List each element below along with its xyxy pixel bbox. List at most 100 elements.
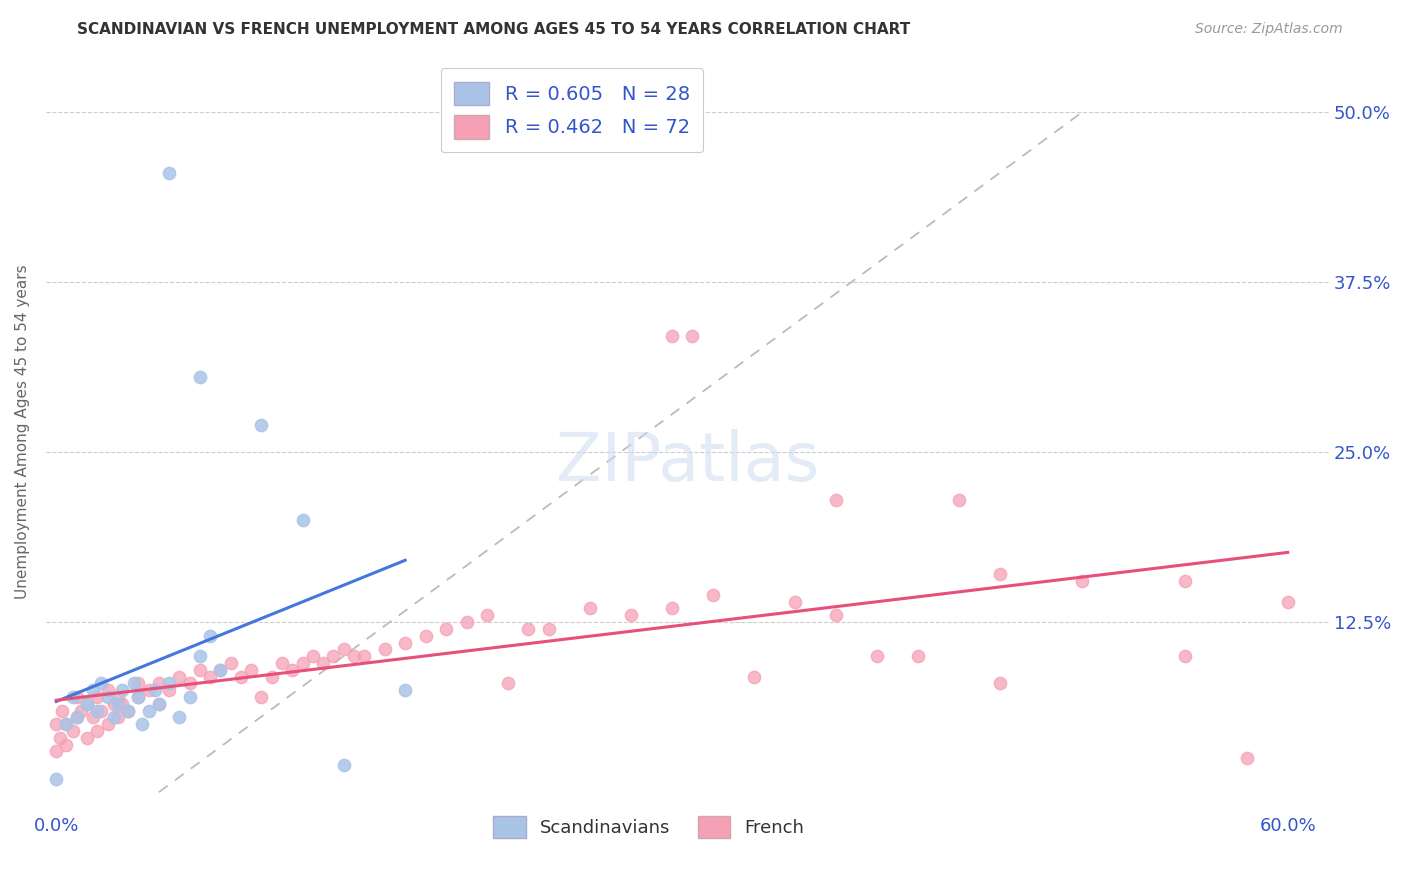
Y-axis label: Unemployment Among Ages 45 to 54 years: Unemployment Among Ages 45 to 54 years (15, 264, 30, 599)
Point (157, 676, 180, 690)
Point (66, 690, 89, 704)
Point (1174, 574, 1197, 589)
Legend: Scandinavians, French: Scandinavians, French (486, 809, 811, 846)
Point (111, 683, 134, 698)
Point (343, 649, 366, 664)
Point (45, 717, 67, 731)
Point (742, 669, 765, 683)
Point (825, 608, 848, 623)
Point (785, 595, 807, 609)
Point (209, 663, 232, 677)
Point (250, 690, 273, 704)
Point (66, 710, 89, 724)
Point (209, 663, 232, 677)
Point (169, 710, 191, 724)
Point (394, 635, 416, 649)
Point (271, 656, 294, 670)
Point (353, 649, 375, 664)
Point (281, 663, 304, 677)
Point (55, 717, 77, 731)
Point (45, 744, 67, 758)
Point (661, 329, 683, 343)
Point (434, 622, 457, 636)
Point (82, 710, 104, 724)
Point (157, 683, 180, 698)
Point (1277, 595, 1299, 609)
Point (1174, 649, 1197, 664)
Point (948, 492, 970, 507)
Point (157, 166, 180, 180)
Point (517, 622, 540, 636)
Point (76, 731, 98, 745)
Point (537, 622, 560, 636)
Point (477, 608, 499, 623)
Point (138, 704, 160, 718)
Point (127, 690, 149, 704)
Point (825, 492, 848, 507)
Point (82, 683, 104, 698)
Point (219, 656, 242, 670)
Text: Source: ZipAtlas.com: Source: ZipAtlas.com (1195, 22, 1343, 37)
Point (301, 649, 323, 664)
Point (49, 731, 72, 745)
Point (76, 697, 98, 711)
Point (117, 704, 139, 718)
Point (456, 615, 478, 629)
Point (198, 629, 221, 643)
Point (148, 697, 170, 711)
Point (394, 683, 416, 698)
Point (415, 629, 437, 643)
Point (66, 710, 89, 724)
Point (96, 717, 118, 731)
Point (496, 676, 519, 690)
Point (188, 370, 211, 384)
Point (661, 601, 683, 615)
Point (96, 683, 118, 698)
Point (322, 649, 344, 664)
Point (148, 676, 170, 690)
Point (579, 601, 602, 615)
Point (127, 676, 149, 690)
Point (122, 676, 145, 690)
Point (117, 704, 139, 718)
Point (179, 690, 201, 704)
Point (148, 697, 170, 711)
Point (127, 690, 149, 704)
Point (76, 697, 98, 711)
Point (51, 704, 73, 718)
Point (62, 723, 84, 738)
Point (55, 717, 77, 731)
Point (188, 649, 211, 664)
Point (250, 417, 273, 432)
Point (103, 710, 125, 724)
Point (1071, 574, 1094, 589)
Point (131, 717, 153, 731)
Point (682, 329, 704, 343)
Point (45, 772, 67, 786)
Point (866, 649, 889, 664)
Point (702, 588, 724, 602)
Point (620, 608, 643, 623)
Point (55, 738, 77, 752)
Point (990, 567, 1012, 582)
Point (107, 710, 129, 724)
Point (990, 676, 1012, 690)
Point (90, 676, 112, 690)
Point (86, 690, 108, 704)
Point (229, 669, 252, 683)
Point (138, 683, 160, 698)
Point (179, 676, 201, 690)
Point (291, 513, 314, 527)
Point (332, 758, 354, 772)
Point (86, 704, 108, 718)
Point (1236, 751, 1258, 765)
Point (169, 669, 191, 683)
Point (291, 656, 314, 670)
Point (86, 723, 108, 738)
Point (103, 697, 125, 711)
Point (107, 690, 129, 704)
Point (240, 663, 263, 677)
Point (70, 704, 93, 718)
Point (90, 704, 112, 718)
Point (96, 690, 118, 704)
